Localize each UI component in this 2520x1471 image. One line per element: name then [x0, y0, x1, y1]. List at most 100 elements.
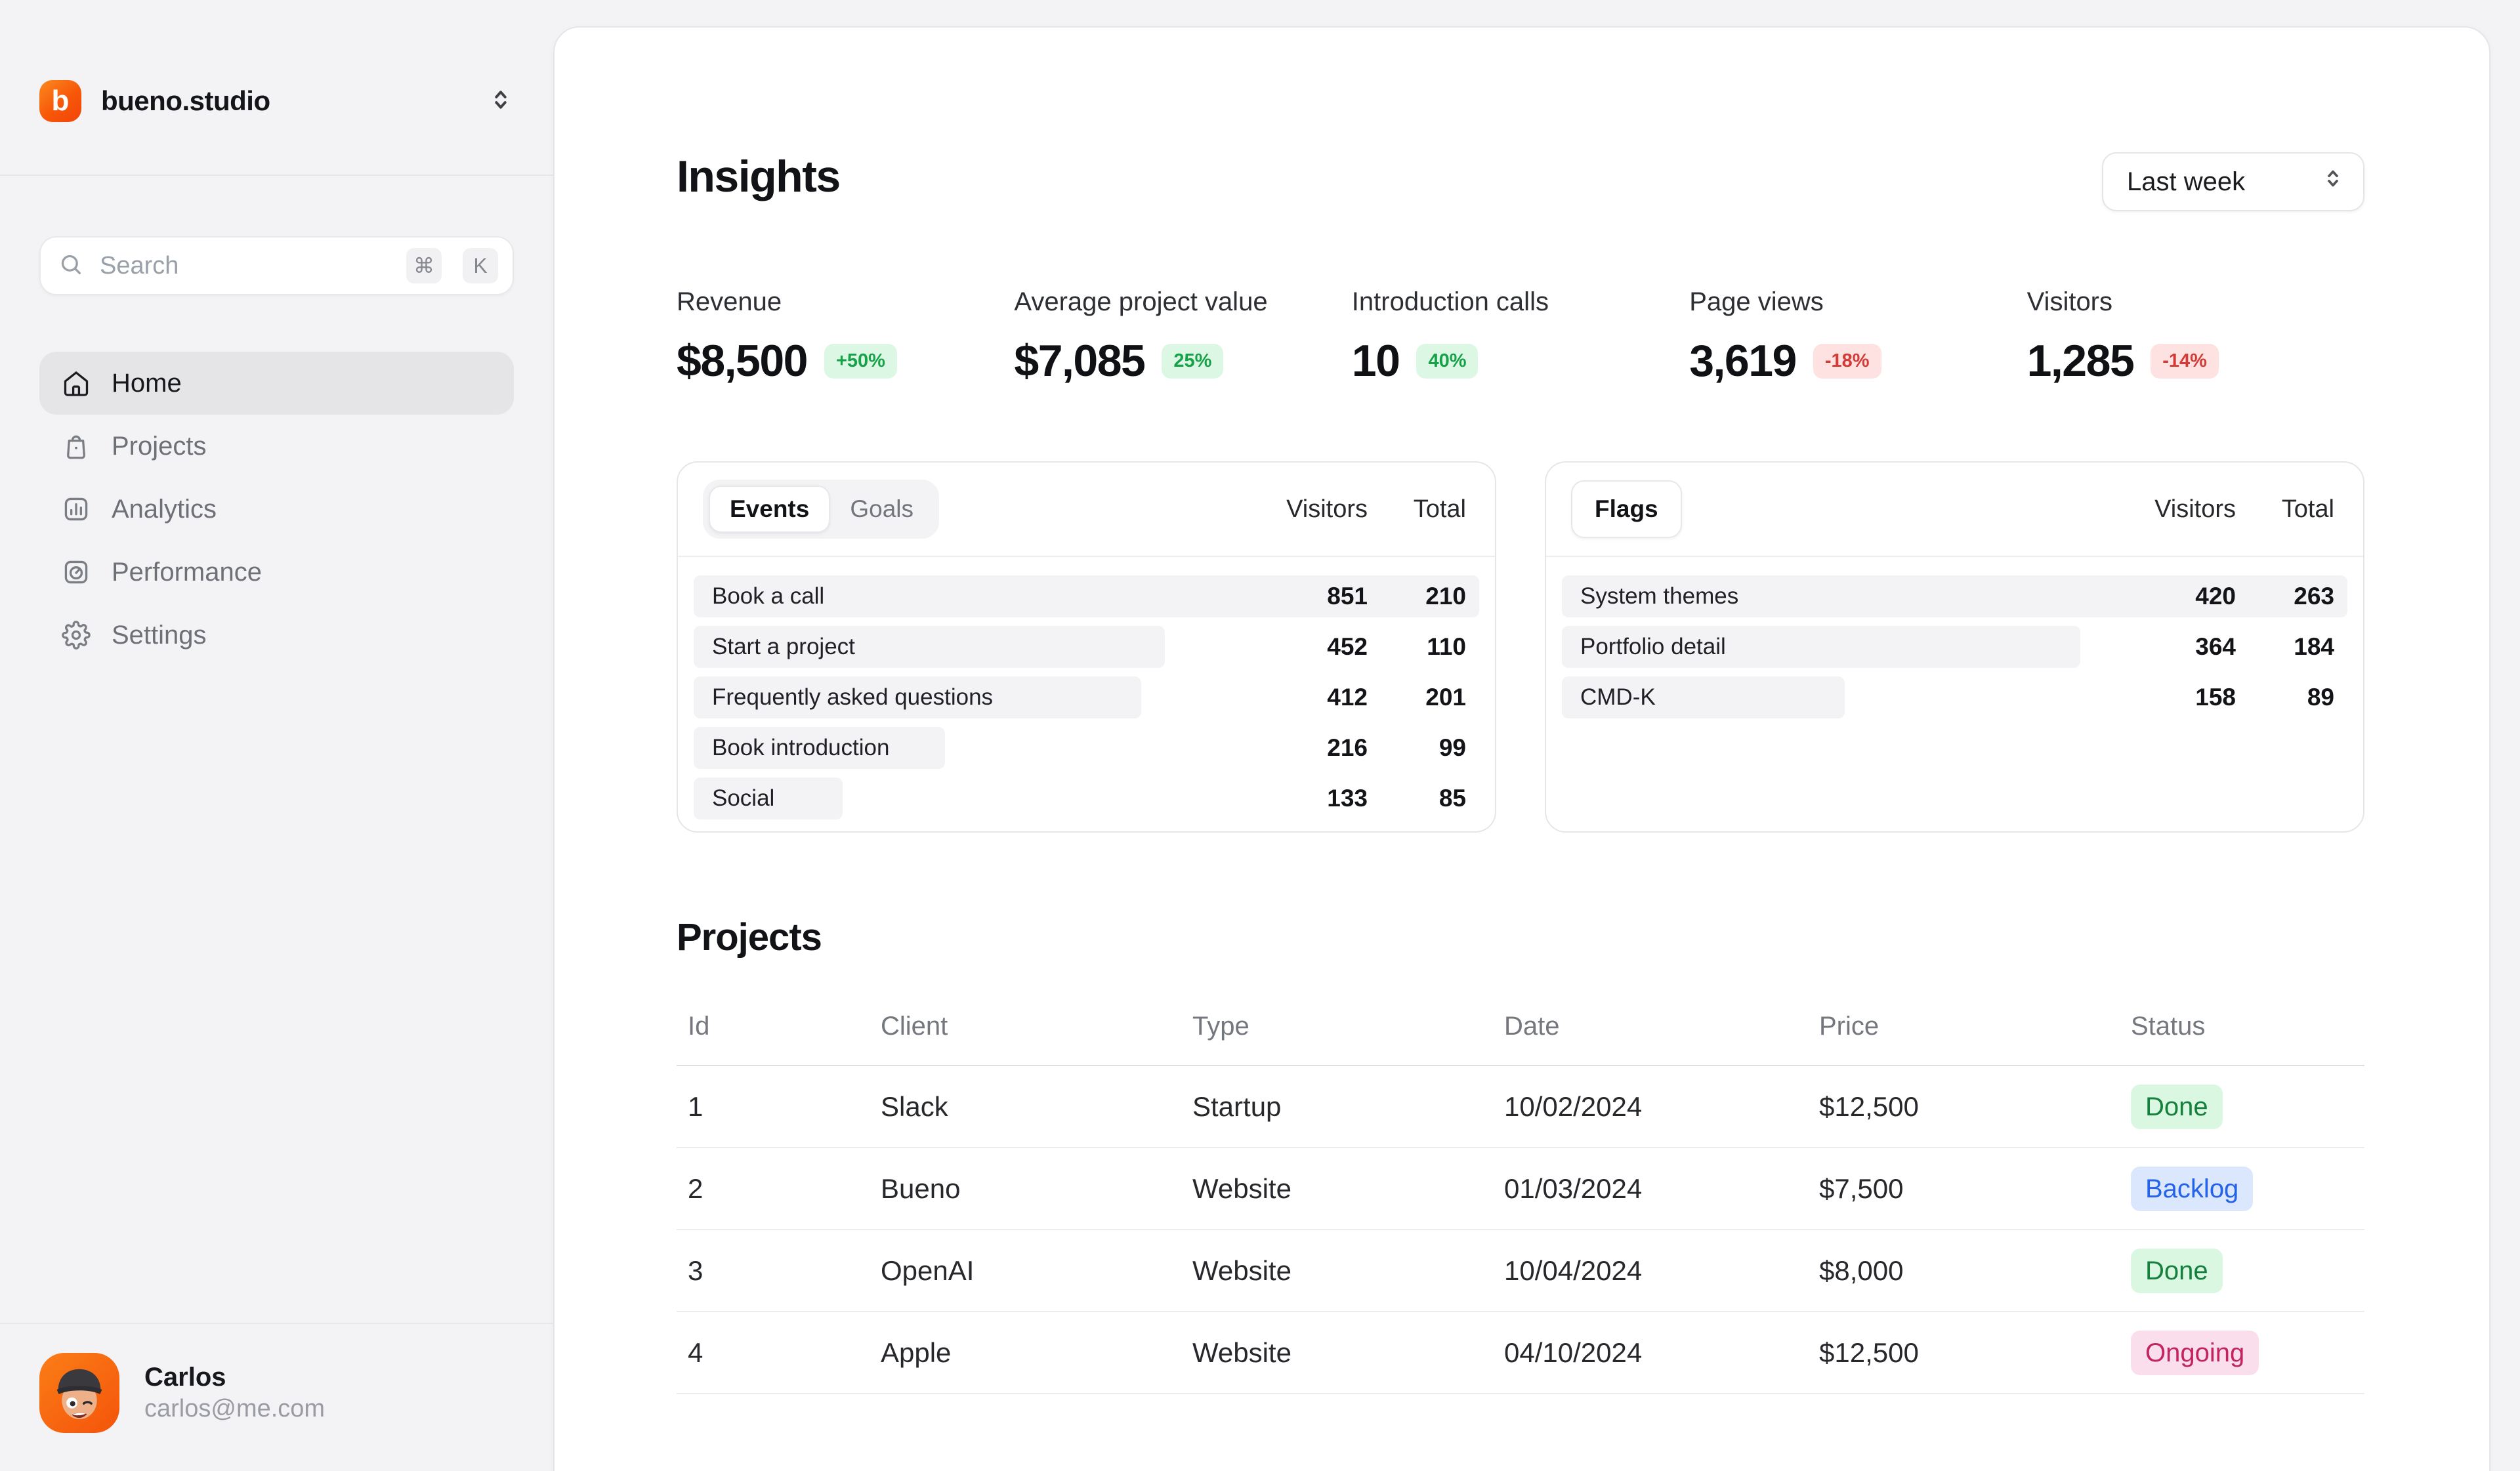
flag-row[interactable]: Portfolio detail 364 184	[1562, 626, 2347, 668]
event-row[interactable]: Social 133 85	[694, 777, 1479, 819]
event-row-total: 85	[1438, 785, 1466, 812]
sidebar-nav-item[interactable]: Settings	[39, 604, 514, 667]
event-row[interactable]: Frequently asked questions 412 201	[694, 676, 1479, 718]
kpi-label: Revenue	[677, 287, 782, 316]
projects-table: Id Client Type Date Price Status 1 Slack…	[677, 1012, 2364, 1394]
event-row-visitors: 216	[1327, 734, 1368, 761]
projects-section-title: Projects	[677, 916, 822, 959]
date-range-select[interactable]: Last week	[2102, 152, 2364, 211]
table-row[interactable]: 4 Apple Website 04/10/2024 $12,500 Ongoi…	[677, 1312, 2364, 1394]
status-badge: Ongoing	[2131, 1330, 2259, 1375]
sidebar-nav-item[interactable]: Home	[39, 352, 514, 415]
sidebar-nav-item[interactable]: Performance	[39, 541, 514, 604]
table-row[interactable]: 2 Bueno Website 01/03/2024 $7,500 Backlo…	[677, 1148, 2364, 1230]
status-badge: Done	[2131, 1248, 2223, 1293]
table-row[interactable]: 1 Slack Startup 10/02/2024 $12,500 Done	[677, 1066, 2364, 1148]
kpi-card: Introduction calls 10 40%	[1352, 287, 1689, 386]
event-row-bar	[694, 777, 843, 819]
kpi-delta-badge: -18%	[1813, 343, 1881, 379]
cell-price: $12,500	[1819, 1336, 1919, 1368]
kpi-card: Average project value $7,085 25%	[1014, 287, 1351, 386]
flag-row-visitors: 420	[2195, 583, 2236, 610]
event-row[interactable]: Book a call 851 210	[694, 575, 1479, 617]
kpi-value: 10	[1351, 336, 1400, 386]
col-header-client: Client	[881, 1012, 948, 1041]
event-row-bar	[694, 626, 1166, 668]
event-row[interactable]: Start a project 452 110	[694, 626, 1479, 668]
search-input[interactable]	[98, 251, 392, 281]
flag-row-label: Portfolio detail	[1580, 634, 1726, 659]
cell-id: 4	[688, 1336, 704, 1368]
nav-item-icon	[62, 558, 91, 587]
event-row-visitors: 133	[1327, 785, 1368, 812]
kpi-label: Page views	[1689, 287, 1824, 316]
sidebar-nav: Home Projects Analytics	[39, 352, 514, 667]
event-row[interactable]: Book introduction 216 99	[694, 727, 1479, 769]
tab-flags[interactable]: Flags	[1571, 480, 1682, 538]
flag-row[interactable]: System themes 420 263	[1562, 575, 2347, 617]
nav-item-label: Settings	[112, 620, 207, 650]
kpi-card: Page views 3,619 -18%	[1689, 287, 2026, 386]
nav-item-icon	[62, 432, 91, 461]
cell-date: 01/03/2024	[1504, 1172, 1643, 1204]
brand-name: bueno.studio	[101, 85, 270, 116]
kpi-label: Average project value	[1014, 287, 1268, 316]
workspace-switcher[interactable]: b bueno.studio	[0, 0, 553, 122]
column-header-total: Total	[1413, 495, 1466, 523]
flag-row-label: System themes	[1580, 583, 1739, 609]
cell-client: Bueno	[881, 1172, 961, 1204]
chevrons-up-down-icon[interactable]	[488, 87, 514, 116]
kpi-value: 1,285	[2026, 336, 2135, 386]
column-header-visitors: Visitors	[2154, 495, 2236, 523]
kpi-delta-badge: 25%	[1162, 343, 1224, 379]
tab-goals[interactable]: Goals	[850, 495, 914, 522]
sidebar-nav-item[interactable]: Projects	[39, 415, 514, 478]
kpi-delta-badge: 40%	[1416, 343, 1479, 379]
brand-logo: b	[39, 80, 81, 122]
table-row[interactable]: 3 OpenAI Website 10/04/2024 $8,000 Done	[677, 1230, 2364, 1312]
cell-id: 3	[688, 1254, 704, 1286]
tab-events[interactable]: Events	[709, 486, 831, 533]
nav-item-label: Projects	[112, 431, 207, 461]
cell-date: 10/04/2024	[1504, 1254, 1643, 1286]
col-header-status: Status	[2131, 1012, 2206, 1041]
flag-row-bar	[1562, 575, 2347, 617]
flag-row-bar	[1562, 626, 2081, 668]
nav-item-label: Performance	[112, 557, 262, 587]
event-row-total: 201	[1425, 684, 1466, 711]
event-row-visitors: 452	[1327, 633, 1368, 660]
kpi-row: Revenue $8,500 +50% Average project valu…	[677, 287, 2364, 386]
kpi-value: $7,085	[1014, 336, 1145, 386]
nav-item-icon	[62, 369, 91, 398]
chevrons-up-down-icon	[2321, 167, 2345, 197]
user-name: Carlos	[144, 1363, 226, 1392]
event-row-bar	[694, 727, 946, 769]
kpi-delta-badge: -14%	[2151, 343, 2219, 379]
cell-type: Website	[1192, 1254, 1292, 1286]
kpi-card: Visitors 1,285 -14%	[2027, 287, 2364, 386]
kpi-label: Introduction calls	[1351, 287, 1549, 316]
sidebar-divider	[0, 175, 553, 176]
user-info: Carlos carlos@me.com	[144, 1361, 325, 1425]
col-header-date: Date	[1504, 1012, 1560, 1041]
search-icon	[58, 251, 84, 281]
flag-row-visitors: 158	[2195, 684, 2236, 711]
column-header-total: Total	[2281, 495, 2334, 523]
kpi-value: $8,500	[677, 336, 808, 386]
event-row-visitors: 851	[1327, 583, 1368, 610]
brand-logo-letter: b	[51, 85, 70, 117]
projects-table-header: Id Client Type Date Price Status	[677, 1012, 2364, 1066]
k-keycap: K	[463, 248, 498, 283]
event-row-label: Frequently asked questions	[712, 684, 994, 710]
flag-row-label: CMD-K	[1580, 684, 1656, 710]
cell-price: $12,500	[1819, 1090, 1919, 1122]
search-bar[interactable]: ⌘ K	[39, 236, 514, 295]
status-badge: Backlog	[2131, 1166, 2254, 1211]
user-profile[interactable]: Carlos carlos@me.com	[0, 1323, 553, 1471]
flag-row-bar	[1562, 676, 1845, 718]
flag-row[interactable]: CMD-K 158 89	[1562, 676, 2347, 718]
event-row-bar	[694, 676, 1142, 718]
kpi-card: Revenue $8,500 +50%	[677, 287, 1014, 386]
sidebar-nav-item[interactable]: Analytics	[39, 478, 514, 541]
event-row-visitors: 412	[1327, 684, 1368, 711]
